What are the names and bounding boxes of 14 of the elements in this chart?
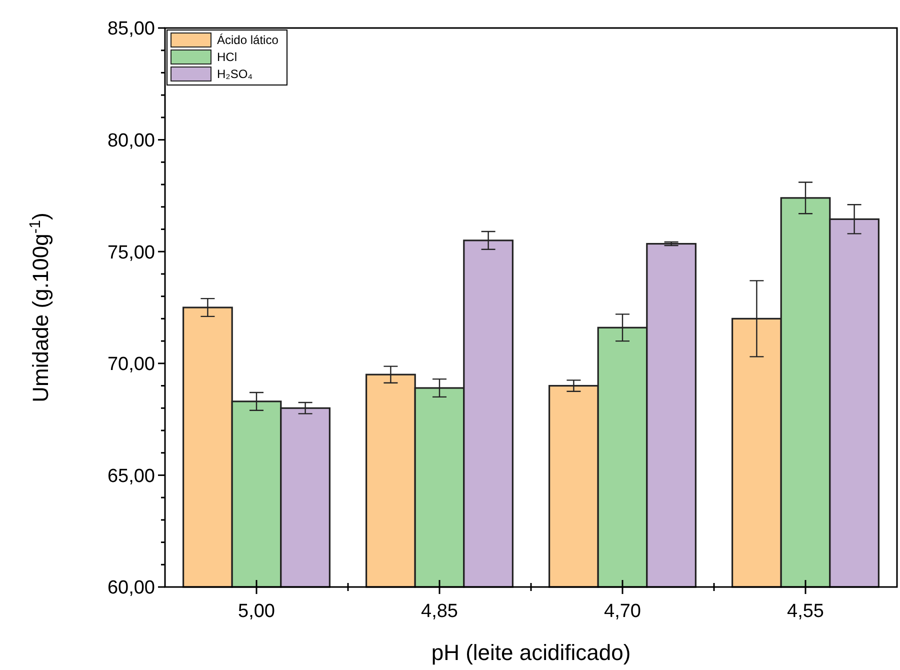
- legend-label: HCl: [217, 50, 237, 64]
- y-tick-label: 70,00: [107, 354, 155, 376]
- y-tick-label: 85,00: [107, 18, 155, 40]
- x-tick-label: 4,85: [421, 601, 458, 622]
- x-axis-title: pH (leite acidificado): [431, 640, 631, 665]
- y-tick-label: 75,00: [107, 242, 155, 264]
- legend-label: Ácido lático: [217, 33, 279, 48]
- x-tick-label: 4,55: [787, 601, 824, 622]
- y-tick-label: 65,00: [107, 466, 155, 487]
- y-tick-label: 80,00: [107, 130, 155, 152]
- legend-label: H₂SO₄: [217, 67, 253, 82]
- y-tick-label: 60,00: [107, 578, 155, 599]
- x-tick-label: 5,00: [238, 601, 275, 622]
- x-tick-label: 4,70: [604, 601, 641, 622]
